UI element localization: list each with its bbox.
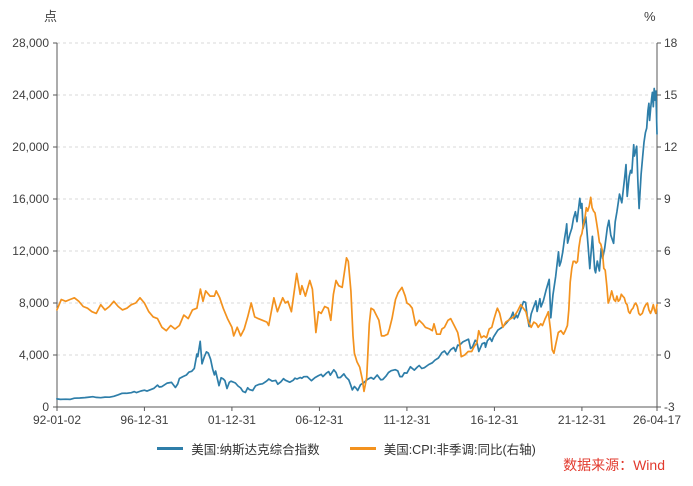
right-axis-tick-label: 6 bbox=[664, 244, 671, 258]
right-axis-tick-label: 15 bbox=[664, 88, 678, 102]
left-axis-tick-label: 12,000 bbox=[12, 244, 49, 258]
cpi-series-line bbox=[56, 196, 658, 393]
x-axis-tick-label: 01-12-31 bbox=[208, 413, 256, 427]
x-axis-tick-label: 26-04-17 bbox=[633, 413, 681, 427]
right-axis-tick-label: 3 bbox=[664, 296, 671, 310]
legend: 美国:纳斯达克综合指数 美国:CPI:非季调:同比(右轴) bbox=[0, 439, 693, 458]
data-source-label: 数据来源：Wind bbox=[563, 457, 665, 473]
legend-label-nasdaq: 美国:纳斯达克综合指数 bbox=[191, 443, 320, 457]
x-axis-tick-label: 96-12-31 bbox=[120, 413, 168, 427]
right-axis-tick-label: 9 bbox=[664, 192, 671, 206]
nasdaq-series-line bbox=[56, 87, 658, 401]
left-axis-tick-label: 24,000 bbox=[12, 88, 49, 102]
x-axis-tick-label: 06-12-31 bbox=[295, 413, 343, 427]
right-axis-tick-label: 0 bbox=[664, 348, 671, 362]
legend-label-cpi: 美国:CPI:非季调:同比(右轴) bbox=[383, 443, 536, 457]
left-axis-tick-label: 28,000 bbox=[12, 36, 49, 50]
x-axis-tick-label: 16-12-31 bbox=[470, 413, 518, 427]
right-axis-tick-label: 12 bbox=[664, 140, 678, 154]
left-axis-unit-label: 点 bbox=[44, 9, 58, 24]
x-axis-tick-label: 11-12-31 bbox=[383, 413, 430, 427]
left-axis-tick-label: 16,000 bbox=[12, 192, 49, 206]
nasdaq-line-swatch bbox=[157, 447, 184, 450]
right-axis-tick-label: 18 bbox=[664, 36, 678, 50]
right-axis-unit-label: % bbox=[644, 9, 656, 24]
left-axis-tick-label: 0 bbox=[42, 400, 49, 414]
legend-item-nasdaq: 美国:纳斯达克综合指数 bbox=[157, 439, 320, 458]
left-axis-tick-label: 8,000 bbox=[19, 296, 49, 310]
legend-item-cpi: 美国:CPI:非季调:同比(右轴) bbox=[349, 439, 536, 458]
left-axis-tick-label: 20,000 bbox=[12, 140, 49, 154]
left-axis-tick-label: 4,000 bbox=[19, 348, 49, 362]
right-axis-tick-label: -3 bbox=[664, 400, 675, 414]
x-axis-tick-label: 21-12-31 bbox=[558, 413, 606, 427]
cpi-line-swatch bbox=[349, 447, 376, 450]
x-axis-tick-label: 92-01-02 bbox=[33, 413, 81, 427]
